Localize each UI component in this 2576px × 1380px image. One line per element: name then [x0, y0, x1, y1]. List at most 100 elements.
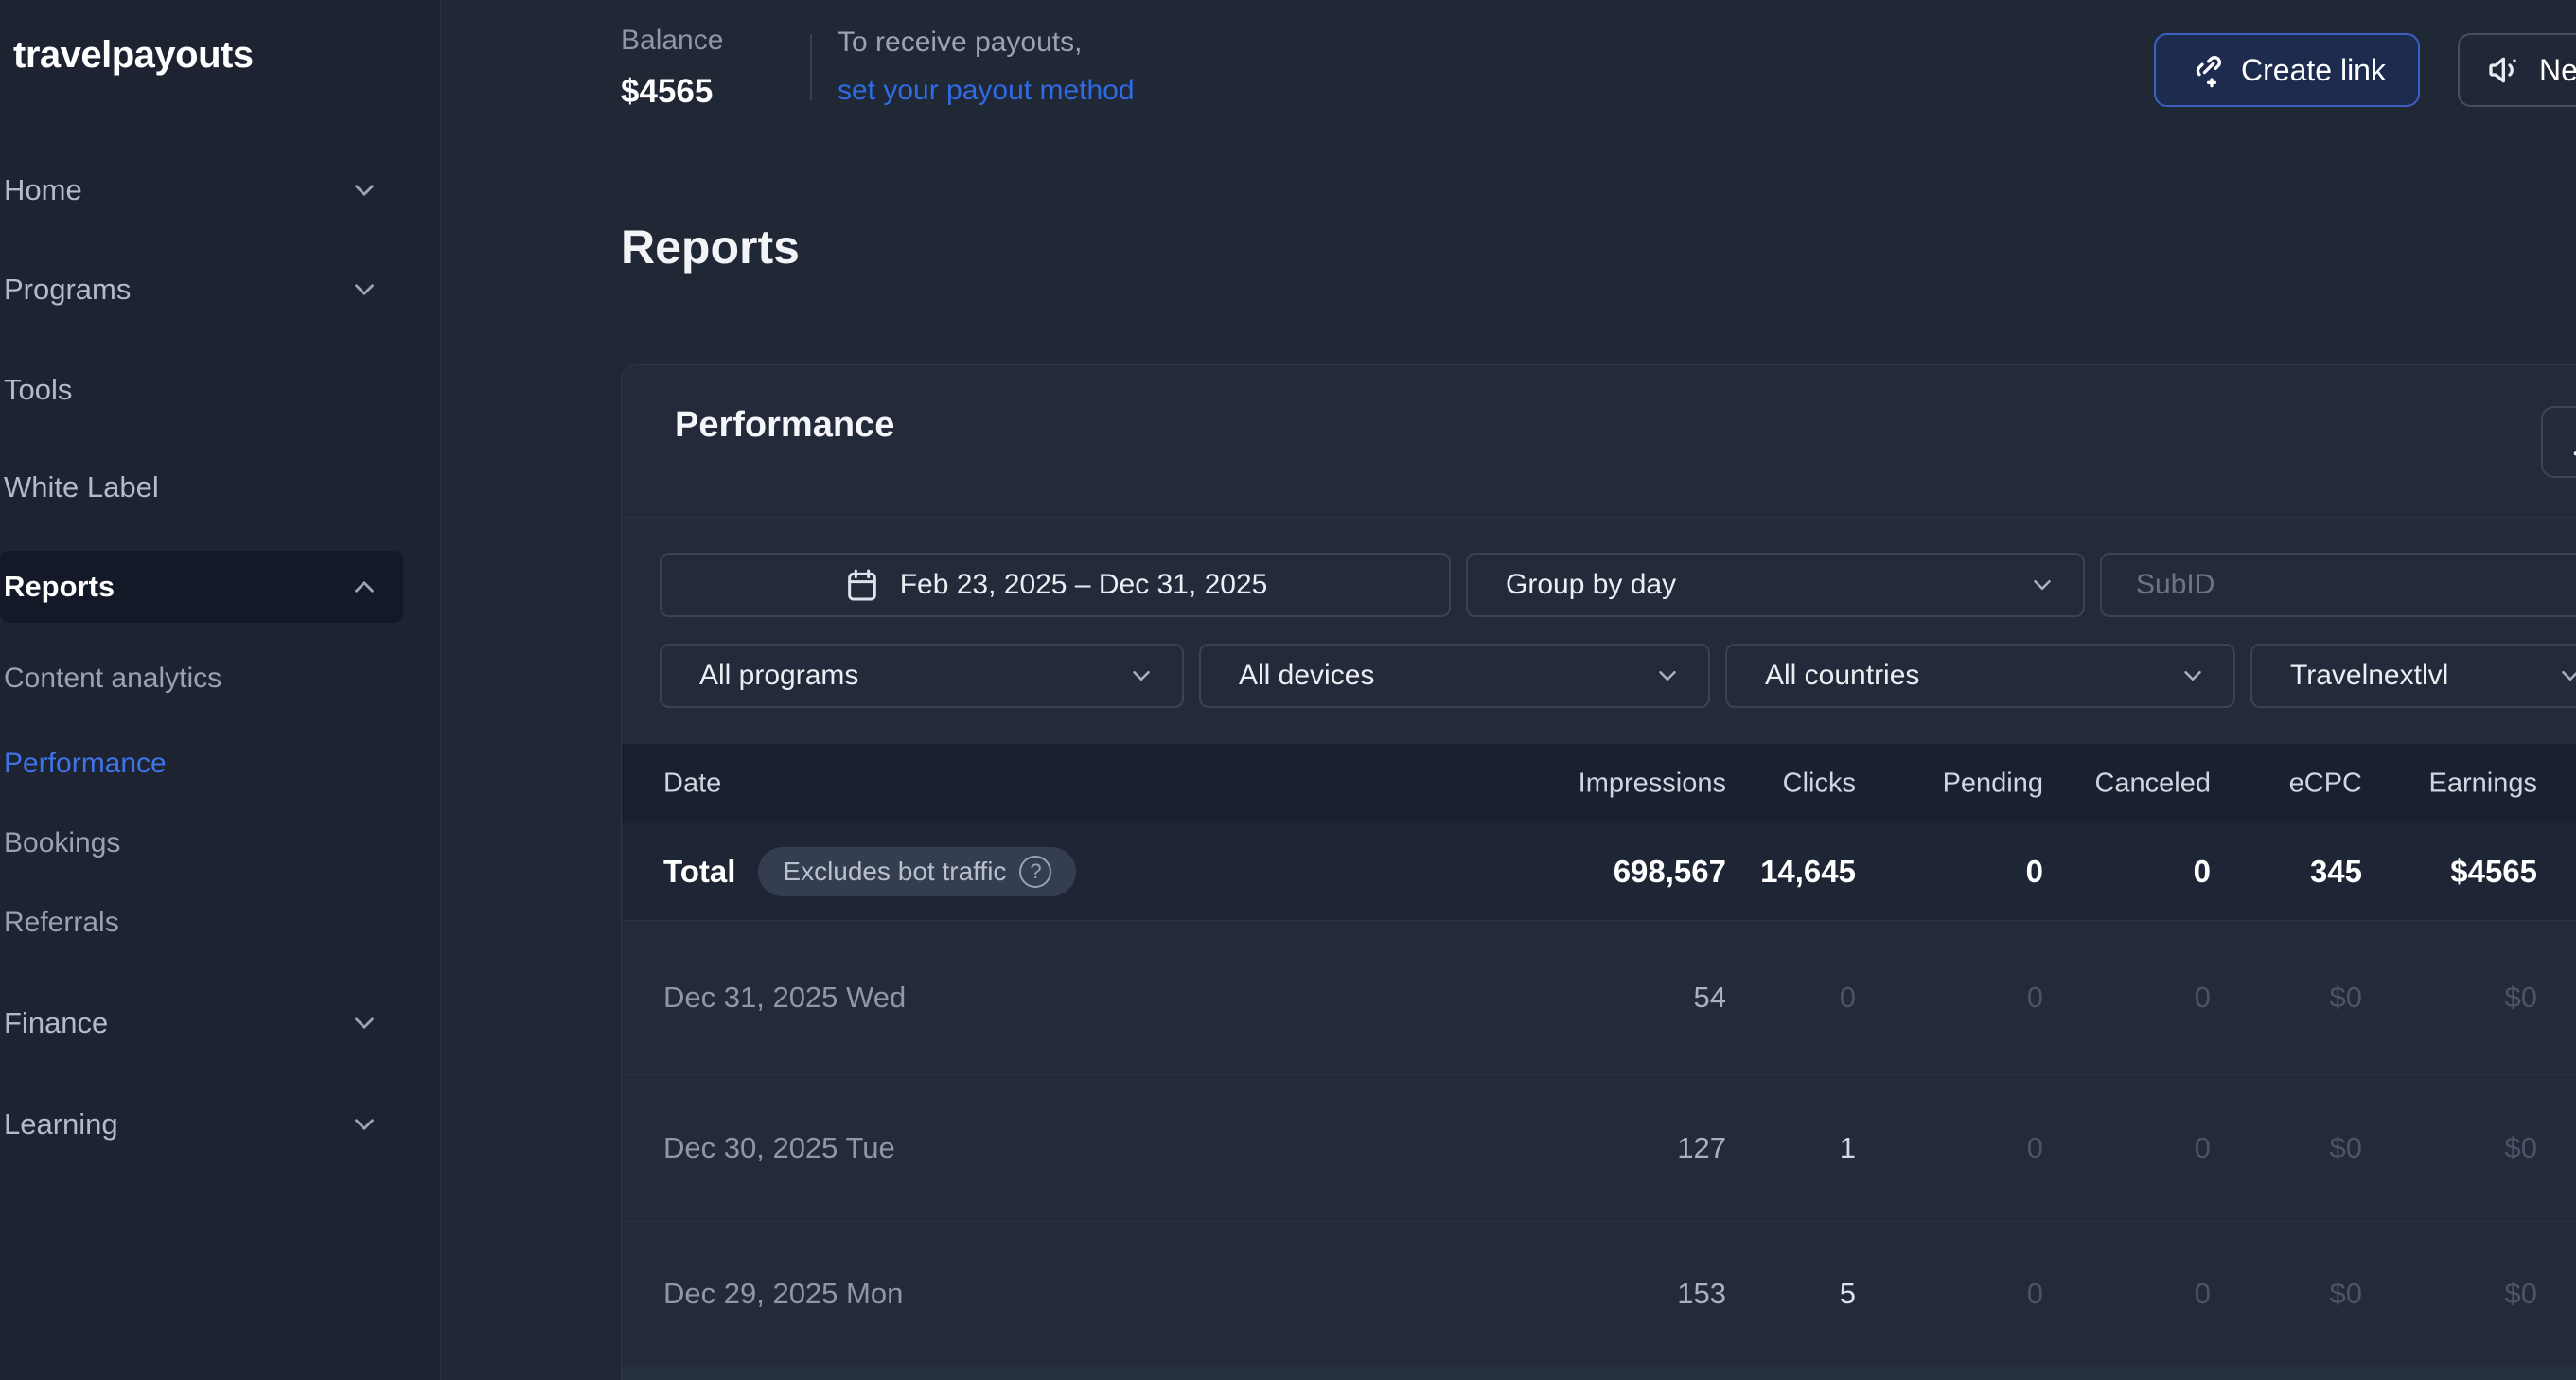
news-label: New	[2539, 52, 2576, 87]
payout-method-link[interactable]: set your payout method	[838, 75, 1135, 106]
row-date: Dec 29, 2025 Mon	[663, 1277, 904, 1310]
chevron-down-icon	[1127, 662, 1156, 690]
channel-select[interactable]: Travelnextlvl	[2250, 644, 2576, 708]
link-plus-icon	[2188, 51, 2226, 89]
row-earnings: $0	[2504, 1277, 2537, 1310]
countries-value: All countries	[1765, 660, 1920, 691]
sidebar: travelpayouts Home Programs Tools White …	[0, 0, 441, 1380]
sidebar-item-content-analytics[interactable]: Content analytics	[0, 649, 407, 708]
programs-select[interactable]: All programs	[660, 644, 1184, 708]
row-clicks: 1	[1839, 1131, 1856, 1164]
row-impressions: 54	[1693, 981, 1726, 1014]
sidebar-item-label: Tools	[4, 373, 73, 406]
next-row-partial	[622, 1368, 2576, 1380]
bot-traffic-badge: Excludes bot traffic ?	[758, 846, 1077, 896]
panel-title: Performance	[675, 405, 895, 445]
table-total-row: Total Excludes bot traffic ? 698,567 14,…	[622, 823, 2576, 921]
chevron-down-icon	[348, 174, 380, 206]
row-pending: 0	[2026, 1277, 2043, 1310]
sidebar-item-label: Learning	[4, 1107, 118, 1141]
col-clicks[interactable]: Clicks	[1782, 768, 1856, 798]
chevron-down-icon	[2179, 662, 2207, 690]
row-pending: 0	[2026, 1131, 2043, 1164]
topbar-divider	[810, 34, 812, 100]
sidebar-item-performance[interactable]: Performance	[0, 734, 407, 793]
performance-panel: Performance Feb 23, 2025 – Dec 31, 2025 …	[621, 364, 2576, 1380]
total-earnings: $4565	[2450, 853, 2537, 889]
total-canceled: 0	[2193, 853, 2211, 889]
total-pending: 0	[2025, 853, 2043, 889]
date-range-picker[interactable]: Feb 23, 2025 – Dec 31, 2025	[660, 553, 1451, 617]
channel-value: Travelnextlvl	[2290, 660, 2449, 691]
sidebar-item-bookings[interactable]: Bookings	[0, 814, 407, 873]
table-row: Dec 31, 2025 Wed 54 0 0 0 $0 $0	[622, 921, 2576, 1075]
col-date[interactable]: Date	[663, 768, 722, 798]
balance-value: $4565	[621, 73, 714, 110]
col-earnings[interactable]: Earnings	[2428, 768, 2537, 798]
row-date: Dec 30, 2025 Tue	[663, 1131, 895, 1164]
programs-value: All programs	[699, 660, 859, 691]
table-row: Dec 30, 2025 Tue 127 1 0 0 $0 $0	[622, 1075, 2576, 1222]
date-range-value: Feb 23, 2025 – Dec 31, 2025	[899, 569, 1268, 600]
chevron-down-icon	[2556, 662, 2576, 690]
news-button[interactable]: New	[2458, 33, 2576, 107]
sidebar-item-reports[interactable]: Reports	[0, 551, 403, 623]
total-cell: Total Excludes bot traffic ?	[663, 846, 1077, 896]
sidebar-item-programs[interactable]: Programs	[0, 260, 407, 319]
sidebar-item-label: Referrals	[4, 907, 119, 938]
sidebar-item-label: Programs	[4, 273, 132, 306]
row-earnings: $0	[2504, 1131, 2537, 1164]
row-ecpc: $0	[2329, 981, 2362, 1014]
col-canceled[interactable]: Canceled	[2094, 768, 2211, 798]
question-circle-icon[interactable]: ?	[1019, 855, 1052, 888]
table-row: Dec 29, 2025 Mon 153 5 0 0 $0 $0	[622, 1222, 2576, 1367]
chevron-down-icon	[1653, 662, 1682, 690]
sidebar-item-learning[interactable]: Learning	[0, 1095, 407, 1154]
payout-note: To receive payouts,	[838, 27, 1083, 58]
row-canceled: 0	[2194, 981, 2211, 1014]
chevron-down-icon	[348, 274, 380, 306]
table-header: Date Impressions Clicks Pending Canceled…	[622, 744, 2576, 823]
group-by-value: Group by day	[1506, 569, 1677, 600]
sidebar-item-white-label[interactable]: White Label	[0, 458, 407, 517]
row-pending: 0	[2026, 981, 2043, 1014]
calendar-icon	[843, 566, 881, 604]
total-impressions: 698,567	[1613, 853, 1726, 889]
chevron-down-icon	[2028, 571, 2056, 599]
chevron-down-icon	[348, 1108, 380, 1141]
create-link-label: Create link	[2241, 52, 2386, 87]
chevron-down-icon	[348, 1007, 380, 1039]
sidebar-item-label: Performance	[4, 748, 167, 779]
export-button[interactable]	[2541, 406, 2576, 478]
sidebar-item-label: Content analytics	[4, 663, 222, 694]
brand-logo: travelpayouts	[13, 34, 254, 76]
create-link-button[interactable]: Create link	[2154, 33, 2420, 107]
sidebar-item-finance[interactable]: Finance	[0, 994, 407, 1053]
panel-divider	[622, 517, 2576, 518]
row-canceled: 0	[2194, 1131, 2211, 1164]
devices-value: All devices	[1239, 660, 1375, 691]
chevron-up-icon	[348, 571, 380, 603]
row-impressions: 127	[1677, 1131, 1726, 1164]
countries-select[interactable]: All countries	[1725, 644, 2235, 708]
badge-label: Excludes bot traffic	[783, 856, 1007, 886]
row-date: Dec 31, 2025 Wed	[663, 981, 907, 1014]
total-clicks: 14,645	[1760, 853, 1856, 889]
sidebar-item-referrals[interactable]: Referrals	[0, 893, 407, 952]
balance-label: Balance	[621, 25, 724, 56]
group-by-select[interactable]: Group by day	[1466, 553, 2085, 617]
subid-input[interactable]	[2102, 555, 2576, 615]
subid-field	[2100, 553, 2576, 617]
sidebar-item-home[interactable]: Home	[0, 161, 407, 220]
row-ecpc: $0	[2329, 1277, 2362, 1310]
sidebar-item-label: Home	[4, 173, 82, 206]
megaphone-icon	[2486, 51, 2524, 89]
col-pending[interactable]: Pending	[1942, 768, 2043, 798]
col-impressions[interactable]: Impressions	[1578, 768, 1726, 798]
row-impressions: 153	[1677, 1277, 1726, 1310]
col-ecpc[interactable]: eCPC	[2288, 768, 2362, 798]
total-ecpc: 345	[2309, 853, 2362, 889]
devices-select[interactable]: All devices	[1199, 644, 1710, 708]
sidebar-item-tools[interactable]: Tools	[0, 361, 407, 419]
row-clicks: 5	[1839, 1277, 1856, 1310]
